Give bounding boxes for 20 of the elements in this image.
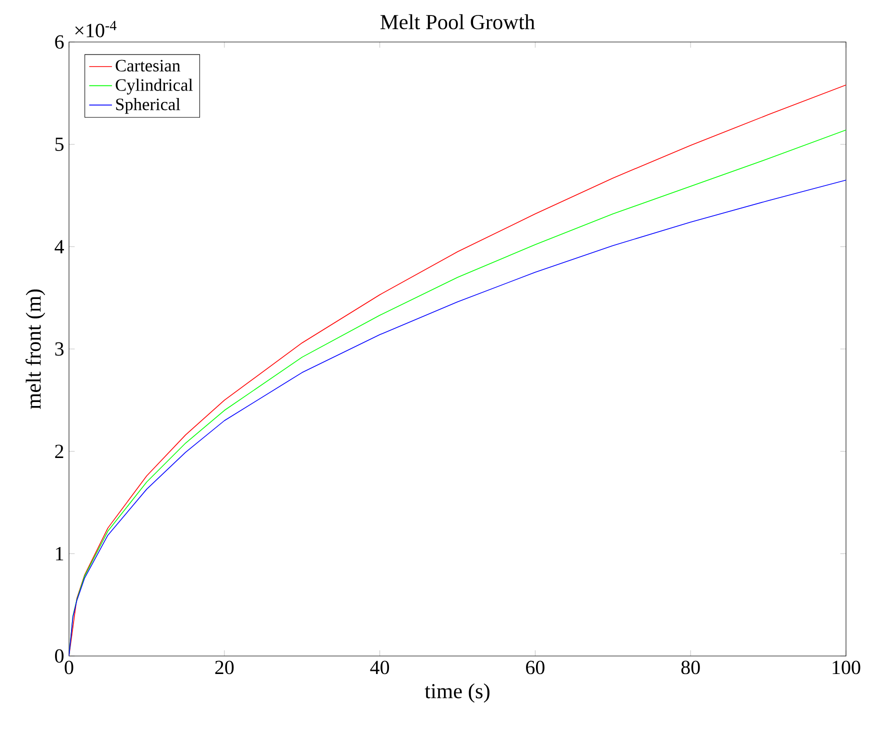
- y-tick-label: 3: [55, 342, 64, 356]
- y-tick-label: 1: [56, 547, 64, 560]
- legend-label: Cylindrical: [116, 78, 193, 94]
- y-tick-label: 0: [55, 649, 64, 663]
- x-tick-label: 60: [526, 660, 544, 674]
- chart-title: Melt Pool Growth: [380, 14, 535, 30]
- x-tick-label: 0: [64, 660, 74, 674]
- y-tick-label: 5: [55, 138, 64, 151]
- text: ×10$^{-4}$: [75, 20, 116, 38]
- legend-label: Spherical: [116, 98, 180, 114]
- x-axis-title: time (s): [424, 683, 490, 703]
- y-tick-label: 6: [55, 35, 64, 49]
- y-axis-title: melt front (m): [26, 289, 46, 409]
- x-tick-label: 20: [215, 660, 234, 674]
- y-tick-label: 4: [54, 240, 64, 254]
- x-tick-label: 100: [832, 660, 860, 674]
- x-tick-label: 80: [681, 660, 700, 674]
- x-tick-label: 40: [370, 660, 390, 674]
- legend-label: Cartesian: [116, 60, 180, 72]
- y-tick-label: 2: [55, 444, 64, 458]
